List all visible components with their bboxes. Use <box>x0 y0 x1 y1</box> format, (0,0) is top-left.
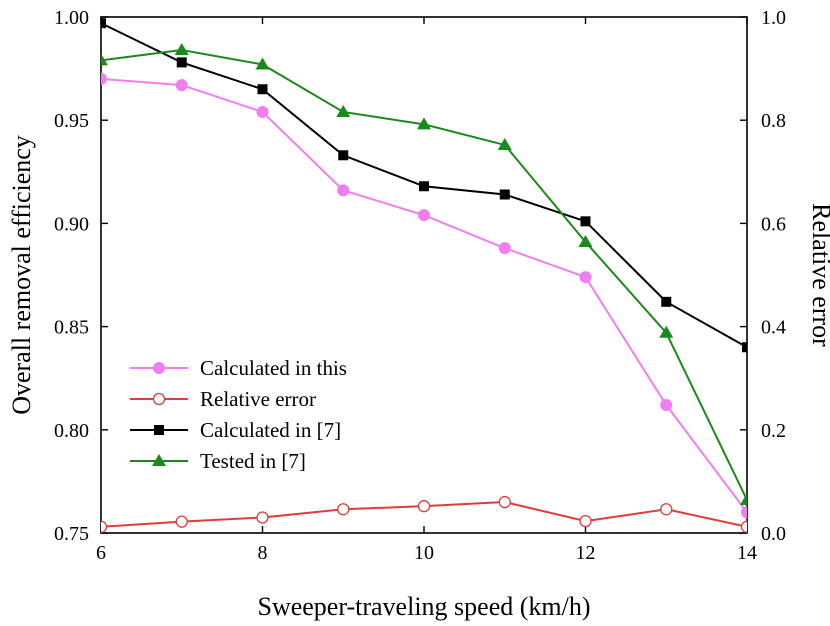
data-point <box>255 57 270 70</box>
data-point <box>175 79 188 92</box>
data-point <box>101 520 108 533</box>
legend-item: Calculated in [7] <box>130 418 341 442</box>
y-right-tick-label: 0.8 <box>761 110 786 132</box>
data-point <box>498 242 511 255</box>
data-point <box>336 104 351 117</box>
legend: Calculated in this Relative error Calculat… <box>130 356 347 473</box>
data-point <box>660 503 673 516</box>
data-point <box>337 503 350 516</box>
data-point <box>256 511 269 524</box>
legend-item: Calculated in this <box>130 356 347 380</box>
y-right-axis-title: Relative error <box>807 203 830 347</box>
data-point <box>579 271 592 284</box>
y-right-tick-label: 0.0 <box>761 523 786 545</box>
data-point <box>498 495 511 509</box>
legend-label: Relative error <box>200 387 316 411</box>
y-right-tick-label: 0.2 <box>761 420 786 442</box>
data-point <box>338 150 349 161</box>
y-left-axis-title: Overall removal efficiency <box>7 135 36 415</box>
data-point <box>417 117 431 130</box>
data-point <box>497 137 512 150</box>
data-point <box>742 342 747 353</box>
plot-frame <box>100 16 748 534</box>
y-left-tick-label: 0.80 <box>54 420 89 442</box>
series-relative-error <box>101 495 747 533</box>
data-point <box>257 84 268 95</box>
data-point <box>659 325 674 338</box>
y-right-tick-label: 0.4 <box>761 317 786 339</box>
x-tick-label: 14 <box>737 542 757 564</box>
legend-label: Calculated in this <box>200 356 347 380</box>
series-line <box>101 77 747 513</box>
data-point <box>660 399 673 412</box>
x-tick-label: 12 <box>576 542 596 564</box>
data-point <box>741 506 747 519</box>
y-left-tick-label: 0.90 <box>54 213 89 235</box>
data-point <box>579 514 592 528</box>
data-point <box>419 181 429 192</box>
legend-marker <box>152 454 166 466</box>
series-calculated-in-7 <box>101 18 747 353</box>
series-tested-in-7 <box>101 43 747 505</box>
data-point <box>101 72 107 85</box>
data-point <box>418 209 430 222</box>
data-point <box>337 184 350 197</box>
y-left-tick-label: 1.00 <box>54 7 89 29</box>
data-point <box>578 234 593 247</box>
data-point <box>174 43 189 56</box>
y-left-tick-label: 0.85 <box>54 317 89 339</box>
legend-label: Tested in [7] <box>200 449 306 473</box>
legend-label: Calculated in [7] <box>200 418 341 442</box>
x-tick-label: 10 <box>414 542 434 564</box>
ticks: 6 8 10 12 14 0.75 0.80 0.85 0.90 0.95 1.00 0.0 0.2 0.… <box>54 7 786 564</box>
legend-marker <box>152 392 166 406</box>
data-point <box>101 18 106 29</box>
data-point <box>175 515 188 528</box>
y-right-tick-label: 0.6 <box>761 213 786 235</box>
y-right-tick-label: 1.0 <box>761 7 786 29</box>
plot-border <box>100 16 748 534</box>
series-calculated-in-this <box>101 72 747 519</box>
x-axis-title: Sweeper-traveling speed (km/h) <box>257 592 590 621</box>
legend-item: Relative error <box>130 387 316 411</box>
legend-marker <box>153 362 165 374</box>
data-point <box>176 57 187 68</box>
y-left-tick-label: 0.75 <box>54 523 89 545</box>
series-layer <box>101 18 747 533</box>
data-point <box>417 500 431 513</box>
data-point <box>740 520 747 533</box>
legend-marker <box>154 425 164 435</box>
data-point <box>661 296 672 307</box>
data-point <box>256 105 269 118</box>
data-point <box>101 53 108 66</box>
x-tick-label: 6 <box>96 542 106 564</box>
x-tick-label: 8 <box>258 542 268 564</box>
legend-item: Tested in [7] <box>130 449 306 473</box>
data-point <box>580 216 591 227</box>
data-point <box>740 492 747 505</box>
y-left-tick-label: 0.95 <box>54 110 89 132</box>
data-point <box>499 189 510 200</box>
